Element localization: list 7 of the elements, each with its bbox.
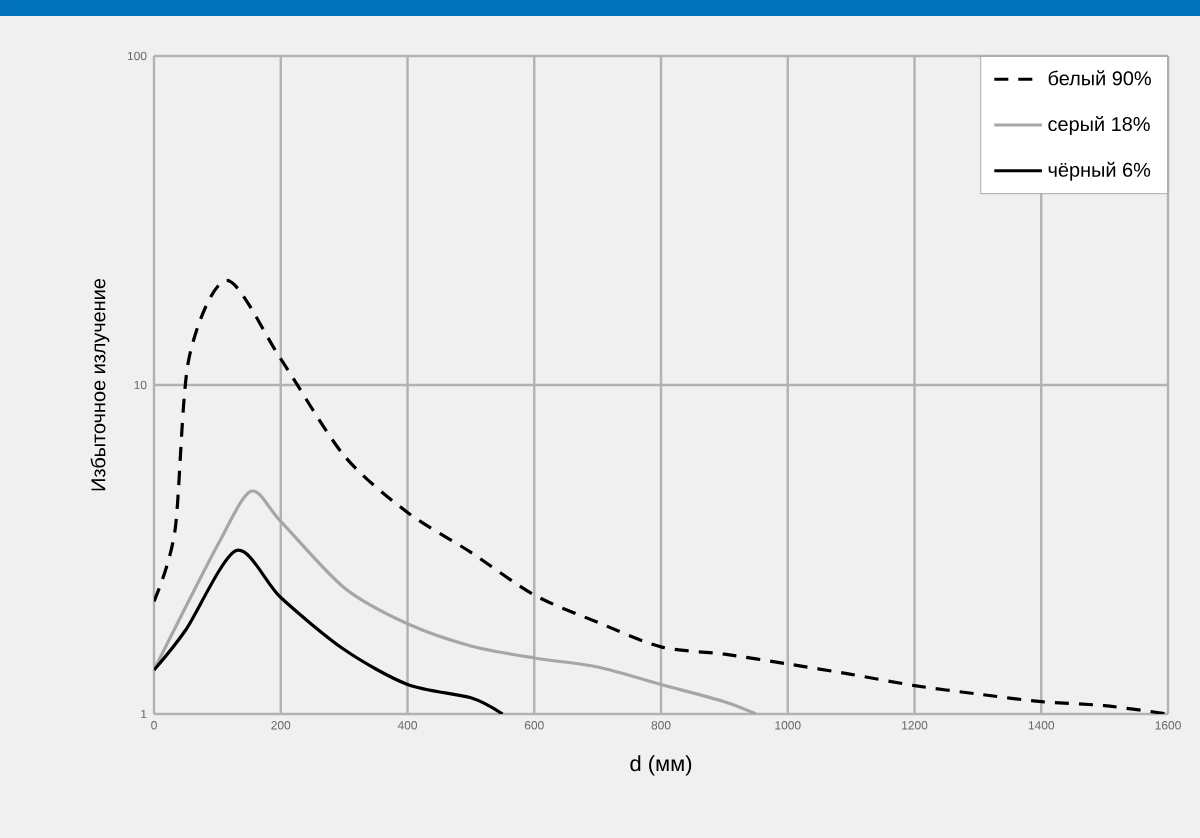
line-series [154, 278, 1169, 714]
y-axis-title: Избыточное излучение [90, 278, 110, 491]
line-series [154, 548, 505, 714]
x-axis-title: d (мм) [630, 755, 692, 776]
legend-label: чёрный 6% [1048, 161, 1151, 181]
legend-label: серый 18% [1048, 116, 1150, 136]
legend-label: белый 90% [1048, 70, 1151, 86]
